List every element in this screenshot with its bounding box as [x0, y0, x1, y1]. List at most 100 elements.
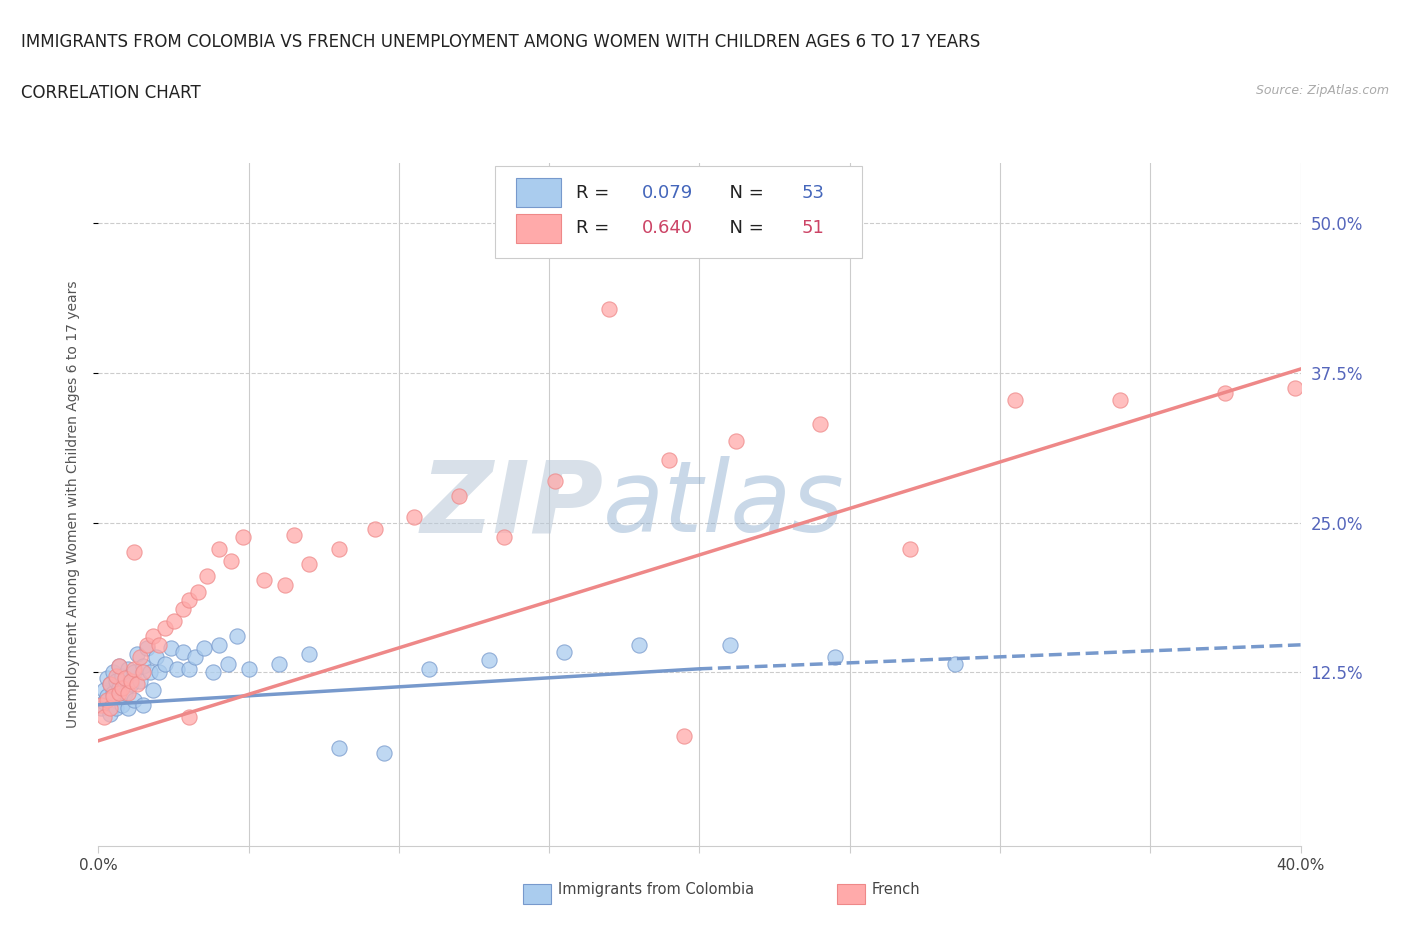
Point: [100, 677, 122, 692]
Point: [1284, 380, 1306, 395]
Point: [238, 661, 260, 676]
Point: [121, 677, 143, 692]
Point: [127, 647, 149, 662]
Point: [177, 710, 200, 724]
Point: [373, 745, 395, 760]
Point: [93, 695, 115, 710]
Point: [177, 593, 200, 608]
Point: [114, 685, 136, 700]
Point: [298, 557, 321, 572]
Point: [598, 301, 620, 316]
Text: Source: ZipAtlas.com: Source: ZipAtlas.com: [1256, 84, 1389, 97]
Point: [111, 669, 134, 684]
Point: [328, 541, 350, 556]
Point: [364, 521, 387, 536]
Point: [898, 541, 921, 556]
Point: [111, 698, 134, 712]
Point: [103, 665, 125, 680]
Point: [132, 665, 155, 680]
Text: N =: N =: [717, 219, 769, 237]
Text: R =: R =: [575, 219, 614, 237]
Point: [177, 661, 200, 676]
Point: [103, 685, 125, 700]
Point: [943, 657, 966, 671]
Point: [1109, 392, 1132, 407]
Point: [114, 671, 136, 685]
Point: [93, 710, 115, 724]
Text: 53: 53: [801, 184, 825, 202]
Point: [217, 657, 239, 671]
Point: [124, 665, 146, 680]
Text: R =: R =: [575, 184, 614, 202]
Point: [96, 693, 118, 708]
Point: [105, 701, 128, 716]
Point: [141, 629, 163, 644]
Point: [121, 673, 143, 688]
Point: [628, 637, 651, 652]
Point: [103, 689, 125, 704]
Point: [124, 693, 146, 708]
Point: [105, 673, 128, 688]
Point: [267, 657, 290, 671]
Point: [253, 573, 276, 588]
Point: [111, 681, 134, 696]
Point: [172, 644, 194, 659]
Point: [127, 677, 149, 692]
Point: [148, 637, 170, 652]
Text: 51: 51: [801, 219, 824, 237]
Text: atlas: atlas: [603, 456, 845, 553]
FancyBboxPatch shape: [495, 166, 862, 259]
Point: [808, 417, 831, 432]
Point: [187, 585, 209, 600]
Text: N =: N =: [717, 184, 769, 202]
Point: [129, 673, 152, 688]
Text: 0.079: 0.079: [641, 184, 693, 202]
Point: [93, 683, 115, 698]
Point: [328, 740, 350, 755]
Point: [124, 661, 146, 676]
Point: [418, 661, 440, 676]
Point: [153, 620, 176, 635]
Point: [141, 683, 163, 698]
Point: [145, 649, 167, 664]
Point: [478, 653, 501, 668]
Point: [108, 685, 131, 700]
Point: [108, 659, 131, 674]
Point: [105, 669, 128, 684]
Point: [90, 701, 112, 716]
Point: [658, 453, 681, 468]
Point: [201, 665, 224, 680]
Text: CORRELATION CHART: CORRELATION CHART: [21, 84, 201, 101]
Point: [96, 671, 118, 685]
Text: IMMIGRANTS FROM COLOMBIA VS FRENCH UNEMPLOYMENT AMONG WOMEN WITH CHILDREN AGES 6: IMMIGRANTS FROM COLOMBIA VS FRENCH UNEMP…: [21, 33, 980, 50]
Point: [135, 637, 157, 652]
Text: 0.640: 0.640: [641, 219, 693, 237]
Point: [153, 657, 176, 671]
Point: [402, 509, 425, 524]
Point: [117, 701, 139, 716]
Point: [724, 433, 747, 448]
Point: [117, 685, 139, 700]
Point: [96, 689, 118, 704]
Point: [129, 649, 152, 664]
Point: [100, 707, 122, 722]
Point: [1004, 392, 1026, 407]
Point: [90, 698, 112, 712]
Point: [162, 614, 184, 629]
Point: [135, 641, 157, 656]
Point: [100, 677, 122, 692]
Point: [148, 665, 170, 680]
Point: [193, 641, 215, 656]
Point: [208, 541, 231, 556]
Point: [172, 602, 194, 617]
Point: [183, 649, 205, 664]
Point: [232, 529, 254, 544]
Point: [447, 488, 470, 503]
Point: [718, 637, 741, 652]
Text: Immigrants from Colombia: Immigrants from Colombia: [558, 882, 754, 897]
Point: [283, 527, 305, 542]
Point: [138, 665, 160, 680]
Point: [824, 649, 846, 664]
Point: [225, 629, 247, 644]
Point: [100, 701, 122, 716]
